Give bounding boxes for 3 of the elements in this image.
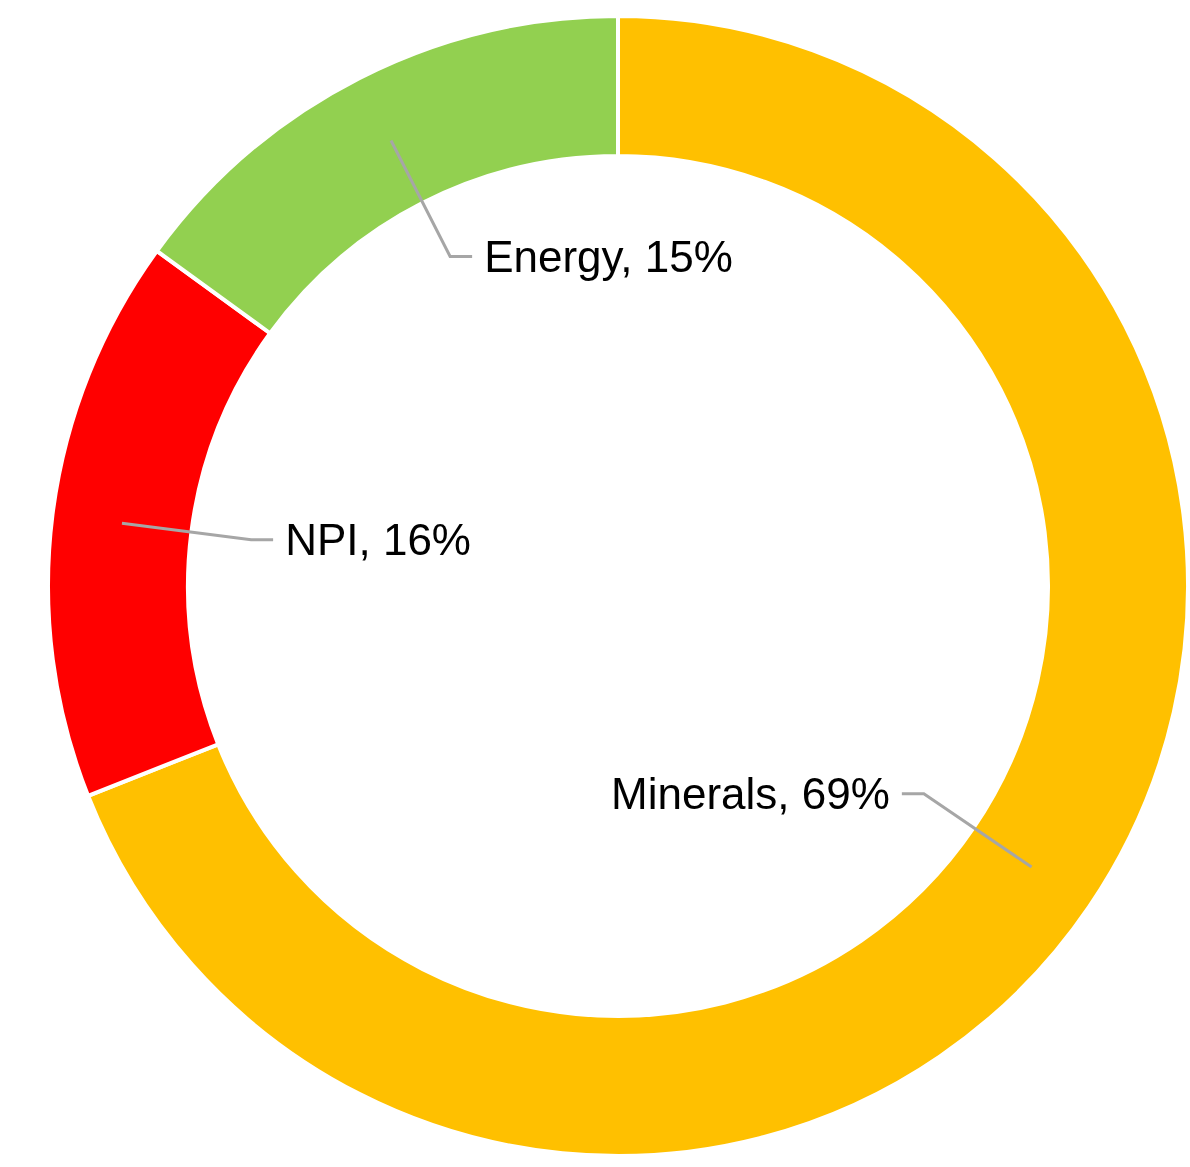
slice-label: NPI, 16% (285, 515, 471, 565)
slice-label: Energy, 15% (484, 231, 733, 281)
slice-label: Minerals, 69% (611, 769, 890, 819)
